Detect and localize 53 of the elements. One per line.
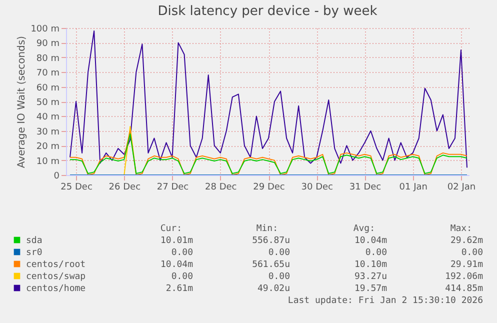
x-tick-label: 30 Dec bbox=[301, 182, 334, 192]
y-tick-label: 30 m bbox=[36, 127, 60, 138]
text: 0.00 bbox=[461, 248, 483, 258]
legend-label: centos/root bbox=[26, 260, 86, 270]
text: 10.04m bbox=[354, 236, 387, 246]
text: Min: bbox=[256, 224, 278, 234]
line-series bbox=[70, 30, 468, 168]
x-tick-label: 01 Jan bbox=[399, 182, 428, 192]
legend-label: sr0 bbox=[26, 248, 42, 258]
legend-label: centos/home bbox=[26, 284, 86, 294]
legend-label: centos/swap bbox=[26, 272, 86, 282]
text: 49.02u bbox=[257, 284, 290, 294]
y-tick-label: 10 m bbox=[36, 156, 60, 167]
text: Last update: Fri Jan 2 15:30:10 2026 bbox=[288, 296, 483, 306]
x-tick-label: 28 Dec bbox=[205, 182, 237, 192]
text: 0.00 bbox=[171, 272, 193, 282]
text: 561.65u bbox=[252, 260, 290, 270]
text: 0.00 bbox=[365, 248, 387, 258]
x-tick-label: 02 Jan bbox=[447, 182, 476, 192]
x-tick-label: 25 Dec bbox=[60, 182, 92, 192]
text: 556.87u bbox=[252, 236, 290, 246]
y-tick-label: 80 m bbox=[36, 54, 60, 64]
text: 414.85m bbox=[445, 284, 483, 294]
y-axis-title: Average IO Wait (seconds) bbox=[16, 36, 28, 168]
chart-title: Disk latency per device - by week bbox=[158, 4, 378, 19]
text: Cur: bbox=[160, 224, 182, 234]
text: 29.91m bbox=[450, 260, 483, 270]
x-tick-label: 31 Dec bbox=[349, 182, 382, 192]
text: Avg: bbox=[353, 224, 375, 234]
y-tick-label: 60 m bbox=[36, 83, 60, 94]
text: 0.00 bbox=[268, 248, 290, 258]
text: 2.61m bbox=[166, 284, 193, 294]
y-tick-label: 70 m bbox=[36, 68, 60, 79]
y-tick-label: 100 m bbox=[30, 24, 60, 34]
text: 0.00 bbox=[268, 272, 290, 282]
x-tick-label: 27 Dec bbox=[156, 182, 189, 192]
y-tick-label: 0 bbox=[54, 172, 60, 182]
x-tick-label: 26 Dec bbox=[108, 182, 141, 192]
text: 192.06m bbox=[445, 272, 483, 282]
text: 19.57m bbox=[354, 284, 387, 294]
y-tick-label: 20 m bbox=[36, 142, 60, 152]
text: 29.62m bbox=[450, 236, 483, 246]
text: 10.01m bbox=[160, 236, 193, 246]
text: 93.27u bbox=[354, 272, 387, 282]
y-tick-label: 40 m bbox=[36, 112, 60, 123]
legend-label: sda bbox=[26, 236, 42, 246]
text: 10.04m bbox=[160, 260, 193, 270]
text: 0.00 bbox=[171, 248, 193, 258]
y-tick-label: 50 m bbox=[36, 98, 60, 108]
text: 10.10m bbox=[354, 260, 387, 270]
y-tick-label: 90 m bbox=[36, 39, 60, 50]
x-tick-label: 29 Dec bbox=[253, 182, 285, 192]
text: Max: bbox=[450, 224, 472, 234]
